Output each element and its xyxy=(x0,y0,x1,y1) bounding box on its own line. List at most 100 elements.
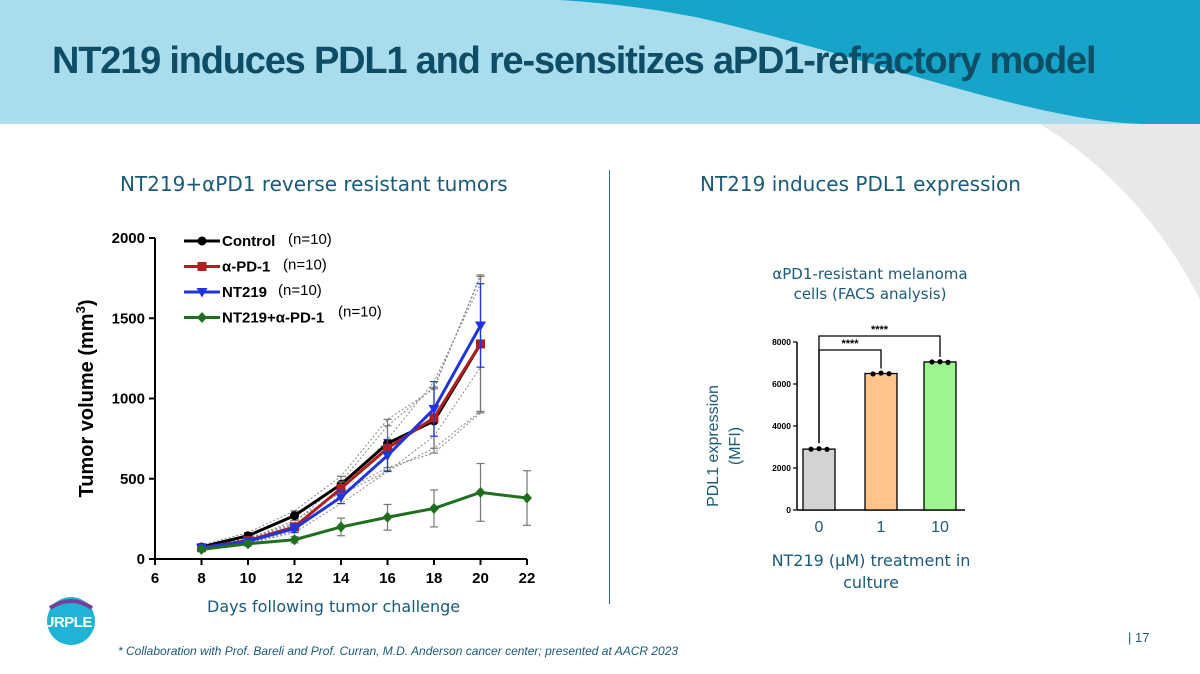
bar-y-tick-label: 8000 xyxy=(772,337,791,347)
bar-x-tick-label: 0 xyxy=(815,519,824,536)
bar-point xyxy=(878,370,884,376)
bar-y-tick-label: 4000 xyxy=(772,421,791,431)
data-point xyxy=(382,511,393,523)
bar-point xyxy=(886,371,892,377)
purple-logo xyxy=(47,597,95,645)
significance-label: **** xyxy=(841,338,859,350)
x-tick-label: 8 xyxy=(197,570,205,587)
bar-0 xyxy=(802,448,836,511)
legend-label: α-PD-1 xyxy=(222,259,270,276)
x-tick-label: 6 xyxy=(151,570,159,587)
data-point xyxy=(197,312,207,323)
grey-corner-shape xyxy=(1040,124,1200,300)
bar-x-tick-label: 10 xyxy=(931,519,949,536)
x-tick-label: 20 xyxy=(472,570,489,587)
legend-label: Control xyxy=(222,233,275,250)
bar-y-axis-label: PDL1 expression (MFI) xyxy=(705,385,744,507)
x-tick-label: 10 xyxy=(240,570,257,587)
data-point xyxy=(290,511,299,521)
bar-1 xyxy=(864,372,898,511)
y-tick-label: 0 xyxy=(137,551,145,568)
bar-chart-title-line2: cells (FACS analysis) xyxy=(793,285,947,303)
significance-bracket xyxy=(818,335,941,444)
right-chart-subtitle: NT219 induces PDL1 expression xyxy=(700,172,1021,196)
data-point xyxy=(382,451,393,461)
y-tick-label: 2000 xyxy=(112,230,145,247)
x-tick-label: 12 xyxy=(286,570,303,587)
bar-y-tick-label: 2000 xyxy=(772,463,791,473)
bar-point xyxy=(808,446,814,452)
legend-n: (n=10) xyxy=(338,304,382,321)
logo-wordmark: PURPLE xyxy=(34,614,92,631)
data-point xyxy=(335,493,347,503)
bar-chart-xlabel-line1: NT219 (μM) treatment in xyxy=(771,551,971,570)
data-point xyxy=(429,502,439,514)
bar-chart-xlabel-line2: culture xyxy=(843,573,899,592)
legend-item: NT219 (n=10) xyxy=(184,282,322,301)
legend-item: NT219+α-PD-1 (n=10) xyxy=(184,304,382,327)
bar-x-tick-label: 1 xyxy=(877,519,886,536)
x-tick-label: 22 xyxy=(519,570,536,587)
tumor-volume-chart: 6 8 10 12 14 16 18 20 22 0 500 1000 1500 2000 Tumor vo… xyxy=(73,230,535,587)
left-chart-subtitle: NT219+αPD1 reverse resistant tumors xyxy=(120,172,508,196)
data-point xyxy=(196,288,208,298)
legend-item: Control (n=10) xyxy=(184,231,332,250)
footnote: * Collaboration with Prof. Bareli and Pr… xyxy=(118,644,679,658)
legend-item: α-PD-1 (n=10) xyxy=(184,257,327,276)
data-point xyxy=(428,404,440,415)
bar-chart-x-axis-label: NT219 (μM) treatment in culture xyxy=(758,550,984,594)
bar-10 xyxy=(923,361,957,511)
bar-ylabel-line2: (MFI) xyxy=(727,427,744,465)
bar-point xyxy=(929,359,935,365)
slide-title: NT219 induces PDL1 and re-sensitizes aPD… xyxy=(52,40,1097,82)
x-tick-label: 18 xyxy=(426,570,443,587)
line-chart-series xyxy=(196,274,532,555)
legend-n: (n=10) xyxy=(278,282,322,299)
data-point xyxy=(475,321,486,331)
bar-chart-title: αPD1-resistant melanoma cells (FACS anal… xyxy=(760,264,980,304)
series-line xyxy=(201,324,482,550)
line-chart-x-axis-label: Days following tumor challenge xyxy=(207,597,461,616)
line-chart-legend: Control (n=10)α-PD-1 (n=10)NT219 (n=10)NT21… xyxy=(184,231,382,327)
data-point xyxy=(522,492,532,504)
data-point xyxy=(289,524,300,535)
bar-point xyxy=(945,359,951,365)
legend-label: NT219+α-PD-1 xyxy=(222,310,324,327)
line-chart-axes: 6 8 10 12 14 16 18 20 22 0 500 1000 1500 2000 Tumor vo… xyxy=(73,230,535,587)
bar-point xyxy=(937,359,943,365)
bar-y-tick-label: 6000 xyxy=(772,379,791,389)
x-tick-label: 16 xyxy=(379,570,396,587)
series-line xyxy=(201,343,482,549)
series-line xyxy=(201,343,482,550)
y-tick-label: 500 xyxy=(120,471,145,488)
legend-label: NT219 xyxy=(222,284,267,301)
bar-chart-bars: **** **** xyxy=(802,324,957,511)
data-point xyxy=(336,483,346,493)
bar-point xyxy=(870,371,876,377)
legend-n: (n=10) xyxy=(283,257,327,274)
series-line xyxy=(201,490,528,551)
data-point xyxy=(196,543,207,555)
y-axis-label: Tumor volume (mm3) xyxy=(73,300,98,498)
y-tick-label: 1500 xyxy=(112,310,145,327)
page-number: | 17 xyxy=(1128,630,1150,645)
data-point xyxy=(475,486,486,498)
data-point xyxy=(336,521,346,533)
data-point xyxy=(243,538,253,550)
section-divider xyxy=(609,170,610,604)
bar-ylabel-line1: PDL1 expression xyxy=(705,385,722,507)
bar-point xyxy=(816,446,822,452)
data-point xyxy=(289,534,300,546)
x-tick-label: 14 xyxy=(333,570,350,587)
series-3 xyxy=(196,462,532,555)
bar-chart-title-line1: αPD1-resistant melanoma xyxy=(772,265,968,283)
header-teal-swoosh xyxy=(560,0,1200,124)
y-tick-label: 1000 xyxy=(112,391,145,408)
legend-n: (n=10) xyxy=(288,231,332,248)
bar-y-tick-label: 0 xyxy=(786,505,791,515)
data-point xyxy=(197,262,207,271)
significance-label: **** xyxy=(871,324,889,336)
bar-point xyxy=(824,446,830,452)
data-point xyxy=(197,236,207,246)
